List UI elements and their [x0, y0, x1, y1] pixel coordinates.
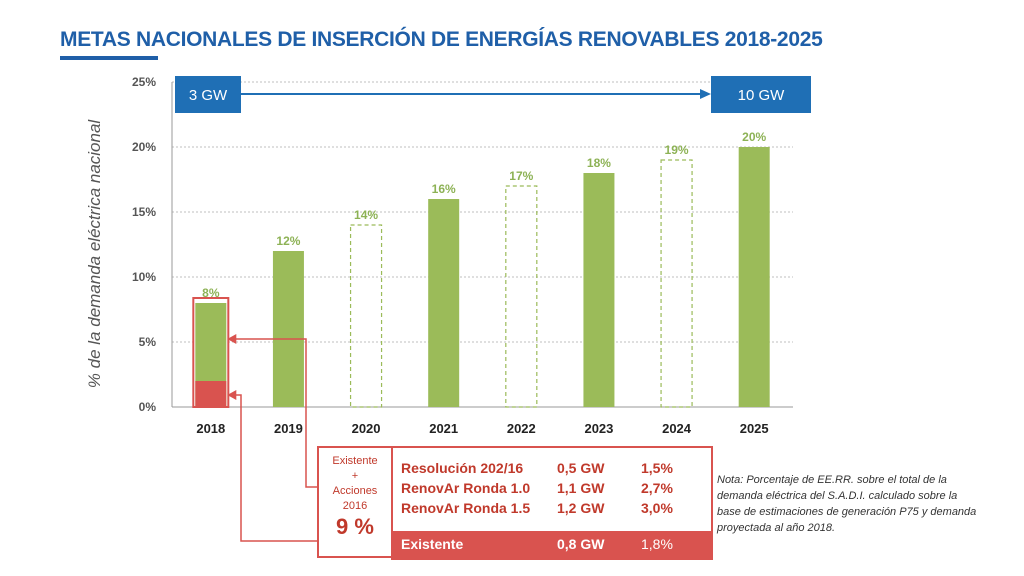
bar	[272, 251, 304, 407]
connector-arrowhead-existing	[227, 390, 237, 400]
bar	[738, 147, 770, 407]
legend-row: RenovAr Ronda 1.5 1,2 GW 3,0%	[401, 500, 703, 520]
page-title: METAS NACIONALES DE INSERCIÓN DE ENERGÍA…	[60, 28, 823, 51]
legend-left-line: +	[351, 470, 359, 482]
bar-highlight	[192, 297, 230, 408]
legend-row-name: RenovAr Ronda 1.5	[401, 500, 531, 516]
connector-line-existing	[232, 394, 318, 542]
start-gw-label: 3 GW	[189, 87, 228, 104]
x-tick-label: 2024	[662, 421, 692, 436]
value-label: 18%	[587, 156, 611, 170]
value-label: 8%	[202, 286, 220, 300]
end-gw-box	[711, 76, 811, 113]
value-label: 19%	[665, 143, 689, 157]
end-gw-label: 10 GW	[738, 87, 786, 104]
value-label: 14%	[354, 208, 378, 222]
legend-row: Existente 0,8 GW 1,8%	[401, 536, 703, 556]
x-tick-label: 2022	[507, 421, 536, 436]
y-tick-label: 10%	[132, 270, 156, 284]
start-gw-box	[175, 76, 241, 113]
connector-arrowhead-total	[227, 334, 237, 344]
legend-existing-gw: 0,8 GW	[557, 536, 605, 552]
legend-row-pct: 1,5%	[641, 460, 673, 476]
x-tick-label: 2021	[429, 421, 458, 436]
x-tick-label: 2023	[584, 421, 613, 436]
value-label: 20%	[742, 130, 766, 144]
legend-row: Resolución 202/16 0,5 GW 1,5%	[401, 460, 703, 480]
y-axis-label: % de la demanda eléctrica nacional	[85, 119, 104, 389]
bar-existing	[195, 381, 227, 407]
legend-row-name: Resolución 202/16	[401, 460, 524, 476]
legend-row-gw: 0,5 GW	[557, 460, 605, 476]
legend-row-gw: 1,2 GW	[557, 500, 605, 516]
legend-row: RenovAr Ronda 1.0 1,1 GW 2,7%	[401, 480, 703, 500]
legend-total-box: Existente + Acciones 2016 9 %	[317, 446, 393, 558]
bar	[349, 224, 383, 408]
chart-bars	[192, 147, 770, 408]
legend-left-line: Acciones	[332, 485, 378, 497]
gw-annotation: 3 GW 10 GW	[175, 76, 811, 113]
value-label: 17%	[509, 169, 533, 183]
y-tick-label: 20%	[132, 140, 156, 154]
y-tick-label: 0%	[139, 400, 157, 414]
connector-line-total	[232, 338, 318, 488]
legend-row-gw: 1,1 GW	[557, 480, 605, 496]
legend-left-line: Existente	[332, 455, 378, 467]
title-underline	[60, 56, 158, 60]
x-tick-label: 2019	[274, 421, 303, 436]
bar	[583, 173, 615, 407]
value-label: 16%	[432, 182, 456, 196]
legend-existing-row: Existente 0,8 GW 1,8%	[393, 531, 711, 558]
x-tick-label: 2018	[196, 421, 225, 436]
legend-row-pct: 2,7%	[641, 480, 673, 496]
footnote: Nota: Porcentaje de EE.RR. sobre el tota…	[717, 474, 977, 534]
gw-arrow-head	[700, 89, 711, 99]
value-label: 12%	[276, 234, 300, 248]
bar	[428, 199, 460, 407]
x-tick-label: 2025	[740, 421, 769, 436]
bar	[660, 159, 693, 408]
legend-connectors	[227, 334, 318, 542]
x-tick-label: 2020	[352, 421, 381, 436]
legend-row-pct: 3,0%	[641, 500, 673, 516]
y-tick-label: 5%	[139, 335, 157, 349]
y-tick-label: 25%	[132, 75, 156, 89]
chart-labels: 0% 5% 10% 15% 20% 25% 2018 8% 2019 12% 2020 14% 2021…	[132, 75, 769, 436]
legend-total-value: 9 %	[336, 514, 374, 539]
bar	[505, 185, 538, 408]
y-tick-label: 15%	[132, 205, 156, 219]
legend-left-line: 2016	[342, 500, 368, 512]
legend-existing-name: Existente	[401, 536, 464, 552]
legend-existing-pct: 1,8%	[641, 536, 673, 552]
legend-table: Resolución 202/16 0,5 GW 1,5% RenovAr Ro…	[391, 446, 713, 560]
legend-row-name: RenovAr Ronda 1.0	[401, 480, 531, 496]
chart-grid	[171, 81, 793, 408]
